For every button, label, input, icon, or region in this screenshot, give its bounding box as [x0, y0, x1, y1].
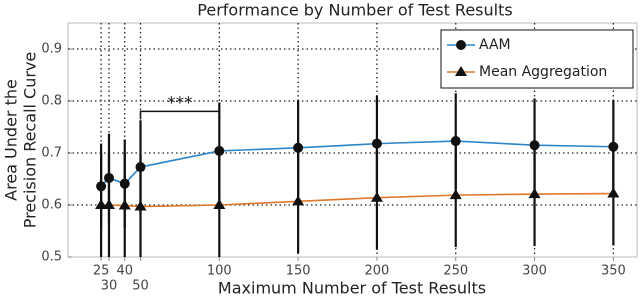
y-axis-label: Area Under the: [2, 79, 21, 201]
point: [371, 138, 382, 149]
point: [135, 162, 146, 173]
y-tick-label: 0.7: [41, 146, 62, 161]
x-tick-label: 300: [522, 264, 547, 279]
legend-marker: [456, 40, 466, 50]
x-tick-label: 40: [116, 264, 133, 279]
x-tick-label: 200: [365, 264, 390, 279]
point: [134, 200, 147, 211]
annotation-text: ***: [167, 93, 193, 113]
point: [450, 136, 461, 147]
series-line: [101, 192, 614, 208]
point: [119, 178, 130, 189]
x-axis-label: Maximum Number of Test Results: [218, 279, 486, 298]
x-tick-label: 30: [101, 279, 118, 294]
legend-label: AAM: [479, 37, 511, 53]
x-tick-label: 25: [93, 264, 110, 279]
point: [449, 189, 462, 200]
point: [102, 199, 115, 209]
point: [370, 191, 383, 202]
annotation-bracket: [139, 110, 221, 120]
point: [214, 145, 225, 156]
series-line: [100, 140, 614, 187]
point: [95, 199, 108, 209]
x-tick-label: 250: [443, 264, 468, 279]
y-tick-label: 0.5: [41, 250, 62, 265]
point: [608, 141, 619, 152]
y-tick-label: 0.6: [41, 198, 62, 213]
legend-marker: [455, 66, 467, 76]
x-tick-label: 350: [601, 264, 626, 279]
chart-title: Performance by Number of Test Results: [197, 1, 512, 20]
plot-frame: [67, 22, 638, 258]
point: [96, 181, 107, 192]
y-axis-label: Precision Recall Curve: [21, 52, 40, 229]
point: [103, 172, 114, 183]
point: [529, 140, 540, 151]
point: [607, 187, 620, 198]
legend-box: [440, 29, 634, 89]
point: [293, 142, 304, 153]
x-tick-label: 100: [207, 264, 232, 279]
legend-label: Mean Aggregation: [479, 64, 607, 80]
x-tick-label: 150: [286, 264, 311, 279]
point: [528, 188, 541, 199]
point: [292, 195, 305, 206]
y-tick-label: 0.8: [41, 94, 62, 109]
point: [118, 199, 131, 210]
x-tick-label: 50: [132, 279, 149, 294]
y-tick-label: 0.9: [41, 42, 62, 57]
point: [213, 199, 226, 209]
